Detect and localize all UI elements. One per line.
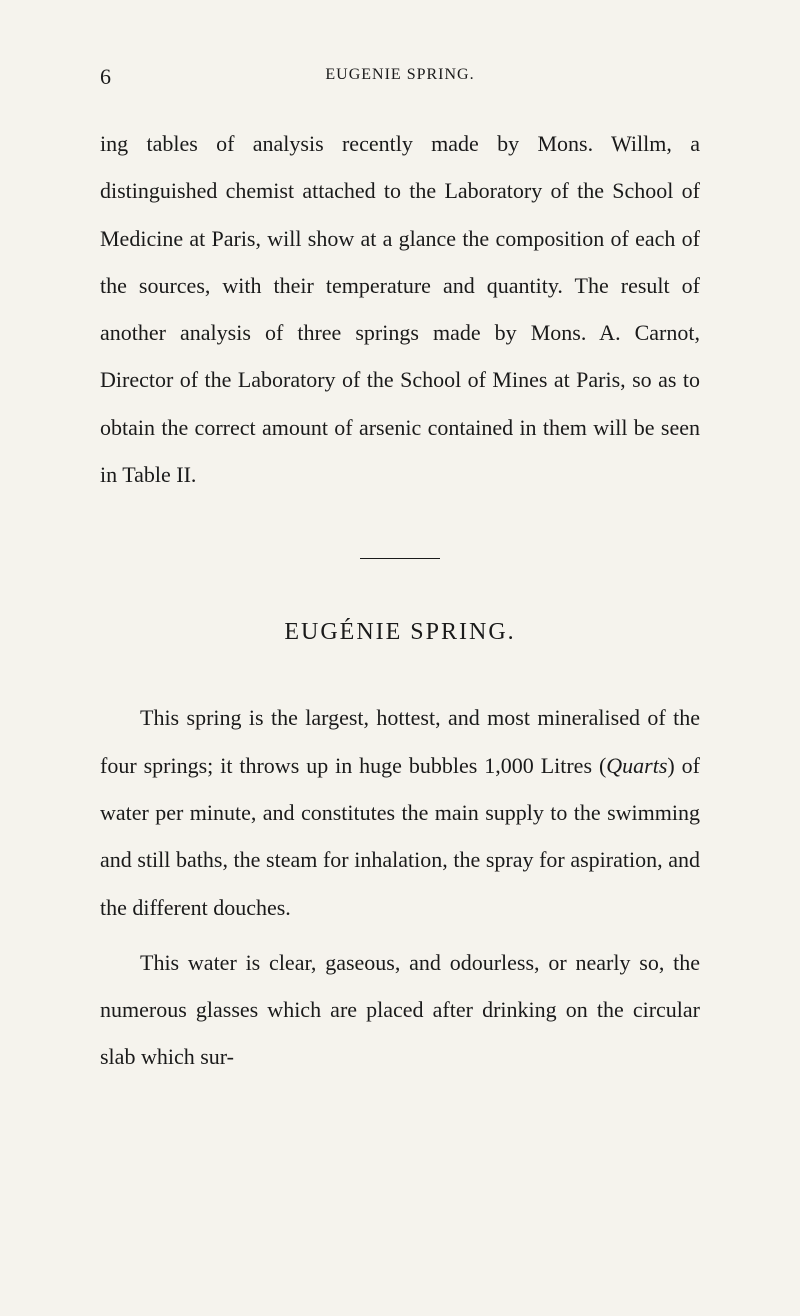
para2-italic: Quarts	[606, 753, 667, 778]
body-paragraph-2: This spring is the largest, hottest, and…	[100, 694, 700, 930]
section-divider	[360, 558, 440, 559]
body-paragraph-1: ing tables of analysis recently made by …	[100, 120, 700, 498]
page-number: 6	[100, 64, 111, 90]
body-paragraph-3: This water is clear, gaseous, and odourl…	[100, 939, 700, 1081]
section-heading: EUGÉNIE SPRING.	[100, 619, 700, 646]
running-header: EUGENIE SPRING.	[100, 66, 700, 84]
